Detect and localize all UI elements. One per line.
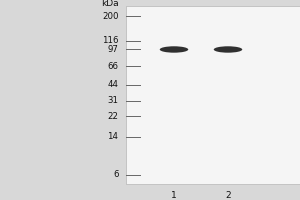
Text: 6: 6 (113, 170, 118, 179)
Text: 116: 116 (102, 36, 119, 45)
Text: 200: 200 (102, 12, 119, 21)
Text: 44: 44 (107, 80, 118, 89)
Text: 31: 31 (107, 96, 118, 105)
Bar (126, 6, 300, 184)
Text: 2: 2 (225, 190, 231, 200)
Text: 97: 97 (108, 45, 118, 54)
Text: 14: 14 (107, 132, 118, 141)
Text: 66: 66 (107, 62, 118, 71)
Ellipse shape (214, 46, 242, 53)
Text: 1: 1 (171, 190, 177, 200)
Text: kDa: kDa (101, 0, 119, 8)
Text: 22: 22 (107, 112, 118, 121)
Ellipse shape (160, 46, 188, 53)
